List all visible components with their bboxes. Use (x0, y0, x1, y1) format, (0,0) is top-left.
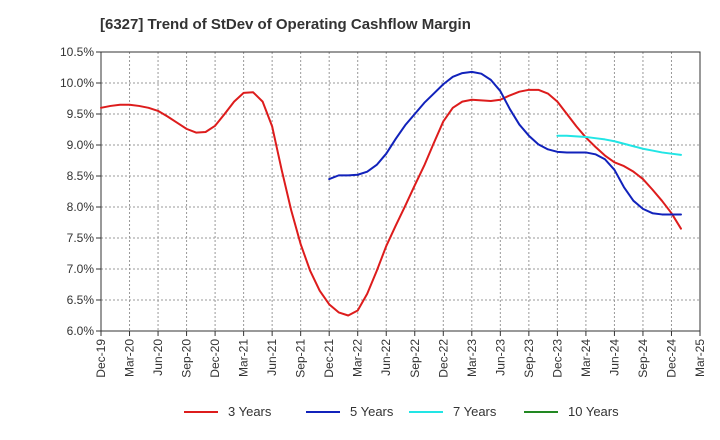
legend-label: 5 Years (350, 404, 394, 419)
x-tick-label: Jun-24 (607, 339, 621, 376)
x-tick-label: Mar-24 (579, 339, 593, 377)
x-tick-label: Sep-21 (294, 339, 308, 378)
y-tick-label: 8.5% (67, 169, 95, 183)
x-tick-label: Dec-21 (322, 339, 336, 378)
x-tick-label: Dec-24 (664, 339, 678, 378)
legend-item-3-years: 3 Years (184, 404, 271, 419)
legend-label: 3 Years (228, 404, 272, 419)
x-tick-label: Mar-21 (237, 339, 251, 377)
y-tick-label: 6.5% (67, 293, 95, 307)
x-tick-labels: Dec-19 Mar-20 Jun-20 Sep-20 Dec-20 Mar-21 Jun-… (94, 339, 707, 378)
y-tick-label: 8.0% (67, 200, 95, 214)
x-tick-label: Jun-22 (379, 339, 393, 376)
x-tick-label: Mar-20 (123, 339, 137, 377)
x-tick-label: Dec-23 (550, 339, 564, 378)
x-tick-label: Mar-22 (351, 339, 365, 377)
x-tick-label: Mar-23 (465, 339, 479, 377)
y-tick-label: 10.0% (60, 76, 94, 90)
x-tick-label: Sep-20 (180, 339, 194, 378)
plot-area-border (100, 51, 701, 332)
x-tick-label: Jun-20 (151, 339, 165, 376)
y-tick-label: 9.0% (67, 138, 95, 152)
legend-swatch (524, 410, 558, 413)
legend-item-7-years: 7 Years (409, 404, 496, 419)
legend-item-5-years: 5 Years (306, 404, 393, 419)
series-line-7-years (556, 134, 682, 156)
y-tick-labels: 6.0% 6.5% 7.0% 7.5% 8.0% 8.5% 9.0% 9.5% 10.0% 10.… (60, 45, 94, 338)
legend-item-10-years: 10 Years (524, 404, 619, 419)
x-tick-label: Sep-23 (522, 339, 536, 378)
x-tick-label: Jun-21 (265, 339, 279, 376)
x-tick-label: Dec-22 (436, 339, 450, 378)
legend: 3 Years 5 Years 7 Years 10 Years (0, 404, 720, 428)
legend-label: 10 Years (568, 404, 619, 419)
y-tick-label: 7.5% (67, 231, 95, 245)
x-tick-label: Dec-20 (208, 339, 222, 378)
series-lines (100, 70, 682, 317)
y-tick-label: 7.0% (67, 262, 95, 276)
axes (96, 51, 701, 336)
chart-title: [6327] Trend of StDev of Operating Cashf… (100, 16, 471, 33)
y-tick-label: 10.5% (60, 45, 94, 59)
series-line-5-years (328, 70, 682, 216)
y-tick-label: 9.5% (67, 107, 95, 121)
legend-swatch (409, 410, 443, 413)
legend-swatch (306, 410, 340, 413)
x-tick-label: Mar-25 (693, 339, 707, 377)
x-tick-label: Sep-24 (636, 339, 650, 378)
grid (100, 51, 701, 332)
y-tick-label: 6.0% (67, 324, 95, 338)
series-line-3-years (100, 88, 682, 317)
x-tick-label: Jun-23 (493, 339, 507, 376)
legend-label: 7 Years (453, 404, 497, 419)
legend-swatch (184, 410, 218, 413)
x-tick-label: Dec-19 (94, 339, 108, 378)
x-tick-label: Sep-22 (408, 339, 422, 378)
